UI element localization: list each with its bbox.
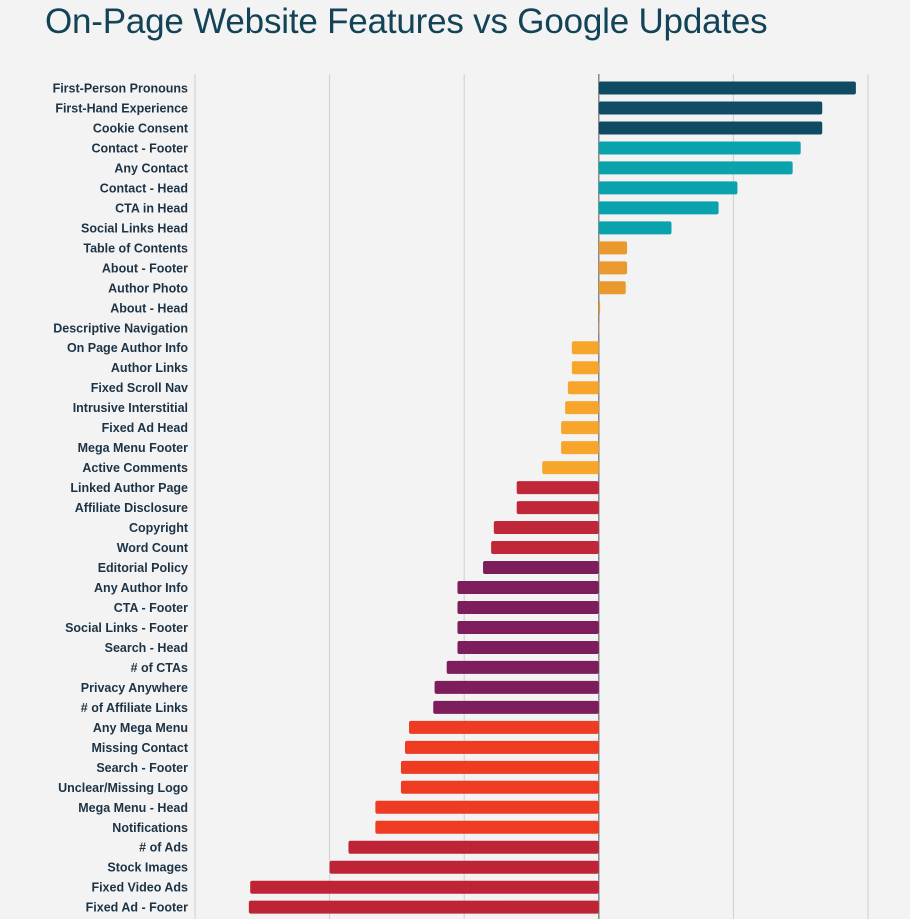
bar <box>433 700 599 714</box>
category-label: Intrusive Interstitial <box>73 401 188 415</box>
category-label: Linked Author Page <box>70 481 188 495</box>
category-label: Search - Footer <box>96 761 188 775</box>
bar <box>598 221 672 235</box>
bar <box>491 541 599 555</box>
bar <box>571 361 599 375</box>
category-label: Descriptive Navigation <box>53 321 188 335</box>
bar <box>542 461 599 475</box>
bar <box>375 820 599 834</box>
bar <box>598 141 801 155</box>
category-label: Social Links - Footer <box>65 621 188 635</box>
bar <box>434 680 599 694</box>
category-label: Fixed Video Ads <box>91 881 188 895</box>
bar <box>457 581 599 594</box>
category-label: # of Ads <box>139 841 188 855</box>
bar <box>571 341 599 355</box>
category-label: Any Contact <box>114 161 188 175</box>
bar <box>348 840 599 854</box>
category-label: Stock Images <box>107 861 188 875</box>
bar <box>516 481 599 495</box>
category-label: Editorial Policy <box>98 561 188 575</box>
category-label: Table of Contents <box>83 241 188 255</box>
bar <box>561 441 599 455</box>
category-label: Notifications <box>112 821 188 835</box>
category-label: Author Photo <box>108 281 188 295</box>
bar <box>598 281 626 295</box>
category-label: Fixed Scroll Nav <box>91 381 188 395</box>
category-label: # of CTAs <box>131 661 188 675</box>
bar <box>457 640 599 654</box>
category-label: Contact - Footer <box>91 141 188 155</box>
bar <box>598 301 601 315</box>
category-label: About - Head <box>110 301 188 315</box>
bar <box>598 101 823 115</box>
category-label: Missing Contact <box>91 741 188 755</box>
bar <box>567 381 599 395</box>
category-label: On Page Author Info <box>67 341 188 355</box>
category-label: Privacy Anywhere <box>81 681 188 695</box>
category-label: Search - Head <box>105 641 188 655</box>
category-label: Fixed Ad - Footer <box>86 901 188 915</box>
bar <box>404 740 599 754</box>
category-label: Fixed Ad Head <box>102 421 188 435</box>
bar <box>457 620 599 634</box>
category-label: First-Person Pronouns <box>53 82 188 96</box>
category-label: Cookie Consent <box>93 121 189 135</box>
category-label: About - Footer <box>102 261 188 275</box>
category-label: Active Comments <box>82 461 188 475</box>
bar <box>598 121 823 135</box>
category-label: Contact - Head <box>100 181 188 195</box>
bar <box>329 860 599 874</box>
category-label: # of Affiliate Links <box>81 701 188 715</box>
category-label: CTA - Footer <box>114 601 188 615</box>
bar <box>516 501 599 515</box>
bar <box>457 600 599 614</box>
bar <box>565 401 599 415</box>
category-label: Any Mega Menu <box>93 721 188 735</box>
category-label: Word Count <box>117 541 189 555</box>
bar <box>561 421 599 435</box>
category-label: Unclear/Missing Logo <box>58 781 188 795</box>
category-label: Any Author Info <box>94 581 188 595</box>
chart-title: On-Page Website Features vs Google Updat… <box>45 2 768 41</box>
bar <box>598 181 738 195</box>
bar <box>598 201 719 215</box>
bar <box>598 241 628 255</box>
bar <box>400 760 599 774</box>
bar <box>598 261 628 275</box>
category-label: Social Links Head <box>81 221 188 235</box>
bar <box>446 660 599 674</box>
bar <box>400 780 599 794</box>
category-label: Affiliate Disclosure <box>75 501 188 515</box>
bar <box>483 561 599 575</box>
category-label: Copyright <box>129 521 189 535</box>
category-label: Author Links <box>111 361 188 375</box>
bar <box>375 800 599 814</box>
bar <box>250 880 599 894</box>
category-label: CTA in Head <box>115 201 188 215</box>
category-label: Mega Menu - Head <box>78 801 188 815</box>
bar <box>409 720 599 734</box>
bar <box>493 521 599 535</box>
bar <box>598 81 856 95</box>
category-label: Mega Menu Footer <box>78 441 189 455</box>
bar <box>248 900 599 914</box>
bar <box>598 161 793 175</box>
bar <box>598 321 600 335</box>
category-label: First-Hand Experience <box>55 101 188 115</box>
